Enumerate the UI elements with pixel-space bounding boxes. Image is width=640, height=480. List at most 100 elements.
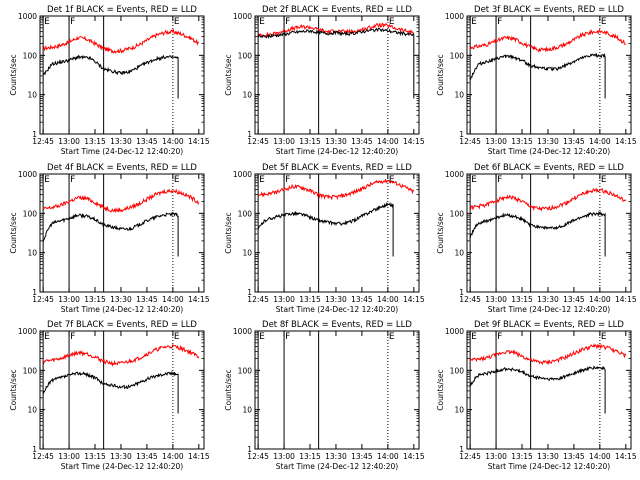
time-marker-label: E <box>174 332 180 342</box>
plot-frame <box>39 15 205 135</box>
panel-det-7: Det 7f BLACK = Events, RED = LLD 1 10 100 10… <box>9 320 210 471</box>
panel-title: Det 8f BLACK = Events, RED = LLD <box>262 320 412 330</box>
panel-det-2: Det 2f BLACK = Events, RED = LLD 1 10 100 10… <box>224 5 425 156</box>
y-tick-label: 1 <box>459 445 464 454</box>
x-tick-label: 13:45 <box>351 295 373 304</box>
panel-title: Det 9f BLACK = Events, RED = LLD <box>474 320 624 330</box>
y-axis-label: Counts/sec <box>436 54 445 95</box>
time-marker-label: F <box>285 332 290 342</box>
x-tick-label: 13:30 <box>537 137 559 146</box>
y-tick-label: 1000 <box>445 170 464 179</box>
x-axis-label: Start Time (24-Dec-12 12:40:20) <box>276 147 398 156</box>
time-marker-label: E <box>389 17 395 27</box>
y-tick-label: 1 <box>32 288 37 297</box>
x-axis-label: Start Time (24-Dec-12 12:40:20) <box>61 462 183 471</box>
time-marker-label: E <box>471 175 477 185</box>
x-tick-label: 13:45 <box>136 137 158 146</box>
events-series-line <box>42 54 179 99</box>
time-marker-label: E <box>259 17 265 27</box>
x-tick-label: 14:00 <box>377 452 399 461</box>
x-tick-label: 13:15 <box>84 137 106 146</box>
time-marker-label: E <box>174 175 180 185</box>
panel-det-8: Det 8f BLACK = Events, RED = LLD 1 10 100 10… <box>224 320 425 471</box>
x-tick-label: 12:45 <box>459 137 481 146</box>
lld-series-line <box>469 187 627 212</box>
x-tick-label: 12:45 <box>32 295 54 304</box>
events-series-line <box>257 201 394 257</box>
y-tick-label: 1 <box>32 445 37 454</box>
x-tick-label: 13:45 <box>563 295 585 304</box>
y-tick-label: 1 <box>247 288 252 297</box>
y-tick-label: 1000 <box>233 327 252 336</box>
x-tick-label: 13:00 <box>273 452 295 461</box>
y-tick-label: 1000 <box>18 170 37 179</box>
panel-title: Det 5f BLACK = Events, RED = LLD <box>262 163 412 173</box>
time-marker-label: E <box>44 175 50 185</box>
plot-frame <box>466 330 632 450</box>
x-tick-label: 13:00 <box>273 137 295 146</box>
lld-series-line <box>42 188 200 214</box>
y-tick-label: 1 <box>247 130 252 139</box>
plot-frame <box>254 173 420 293</box>
y-tick-label: 1 <box>32 130 37 139</box>
y-tick-label: 1000 <box>18 327 37 336</box>
y-tick-label: 10 <box>27 91 37 100</box>
y-tick-label: 100 <box>23 209 38 218</box>
x-tick-label: 13:30 <box>325 137 347 146</box>
y-tick-label: 100 <box>238 366 253 375</box>
y-axis-label: Counts/sec <box>9 54 18 95</box>
y-axis-label: Counts/sec <box>436 369 445 410</box>
x-tick-label: 12:45 <box>247 137 269 146</box>
x-axis-label: Start Time (24-Dec-12 12:40:20) <box>61 305 183 314</box>
time-marker-label: F <box>497 175 502 185</box>
y-tick-label: 10 <box>242 406 252 415</box>
x-tick-label: 13:45 <box>136 295 158 304</box>
y-tick-label: 100 <box>23 366 38 375</box>
y-tick-label: 100 <box>450 209 465 218</box>
panel-det-9: Det 9f BLACK = Events, RED = LLD 1 10 100 10… <box>436 320 637 471</box>
y-tick-label: 10 <box>454 406 464 415</box>
x-tick-label: 14:15 <box>615 137 637 146</box>
x-axis-label: Start Time (24-Dec-12 12:40:20) <box>276 462 398 471</box>
x-tick-label: 13:45 <box>136 452 158 461</box>
y-tick-label: 1 <box>459 130 464 139</box>
x-tick-label: 14:00 <box>162 295 184 304</box>
y-tick-label: 1000 <box>233 12 252 21</box>
x-axis-label: Start Time (24-Dec-12 12:40:20) <box>61 147 183 156</box>
x-tick-label: 13:30 <box>325 295 347 304</box>
x-axis-label: Start Time (24-Dec-12 12:40:20) <box>488 147 610 156</box>
panel-det-1: Det 1f BLACK = Events, RED = LLD 1 10 100 10… <box>9 5 210 156</box>
panel-det-4: Det 4f BLACK = Events, RED = LLD 1 10 100 10… <box>9 163 210 314</box>
y-axis-label: Counts/sec <box>9 212 18 253</box>
y-tick-label: 100 <box>238 51 253 60</box>
x-tick-label: 14:15 <box>615 295 637 304</box>
x-tick-label: 13:45 <box>351 137 373 146</box>
events-series-line <box>469 365 606 414</box>
x-tick-label: 12:45 <box>247 295 269 304</box>
x-tick-label: 14:00 <box>589 137 611 146</box>
x-tick-label: 12:45 <box>247 452 269 461</box>
y-tick-label: 10 <box>454 249 464 258</box>
x-tick-label: 12:45 <box>459 452 481 461</box>
plot-frame <box>466 15 632 135</box>
time-marker-label: E <box>471 332 477 342</box>
plot-frame <box>254 15 420 135</box>
panel-title: Det 3f BLACK = Events, RED = LLD <box>474 5 624 15</box>
lld-series-line <box>469 343 627 366</box>
x-tick-label: 13:00 <box>58 295 80 304</box>
events-series-line <box>257 27 415 99</box>
x-tick-label: 13:00 <box>485 137 507 146</box>
x-tick-label: 13:15 <box>299 452 321 461</box>
y-axis-label: Counts/sec <box>224 54 233 95</box>
plot-frame <box>39 330 205 450</box>
x-tick-label: 13:15 <box>84 452 106 461</box>
time-marker-label: E <box>259 332 265 342</box>
y-tick-label: 1 <box>459 288 464 297</box>
time-marker-label: E <box>601 17 607 27</box>
x-tick-label: 14:15 <box>403 452 425 461</box>
x-tick-label: 13:15 <box>511 137 533 146</box>
x-tick-label: 14:00 <box>589 452 611 461</box>
plot-frame <box>254 330 420 450</box>
events-series-line <box>469 52 606 99</box>
